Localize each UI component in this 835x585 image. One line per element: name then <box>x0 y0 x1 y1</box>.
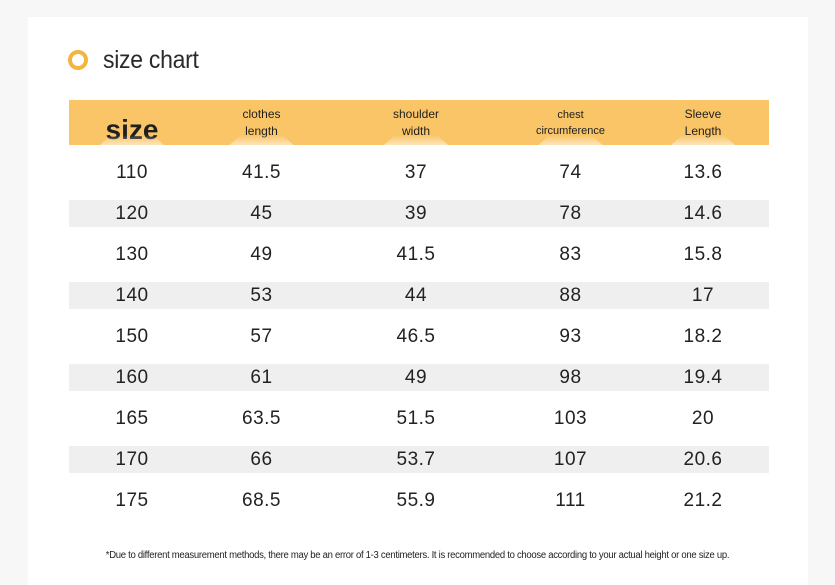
page-title: size chart <box>103 45 199 74</box>
header-clothes-length: clothes length <box>195 100 328 145</box>
cell-size: 110 <box>116 161 148 183</box>
cell-chest: 111 <box>555 489 586 511</box>
cell-sleeve-length: 19.4 <box>683 366 723 388</box>
cell-clothes-length: 61 <box>250 366 273 388</box>
header-chest-circumference: chest circumference <box>504 100 637 145</box>
cell-shoulder-width: 51.5 <box>396 407 436 429</box>
header-shoulder-width: shoulder width <box>328 100 504 145</box>
cell-sleeve-length: 18.2 <box>683 325 723 347</box>
header-sleeve-line2: Length <box>684 123 722 138</box>
table-row: 140 53 44 88 17 <box>69 282 769 309</box>
cell-clothes-length: 49 <box>250 243 273 265</box>
cell-size: 140 <box>115 284 149 306</box>
cell-clothes-length: 53 <box>250 284 273 306</box>
cell-clothes-length: 45 <box>250 202 273 224</box>
cell-size: 170 <box>115 448 149 470</box>
cell-clothes-length: 68.5 <box>242 489 281 511</box>
cell-size: 165 <box>115 407 149 429</box>
ring-bullet-icon <box>68 50 88 70</box>
cell-sleeve-length: 20.6 <box>683 448 723 470</box>
table-row: 160 61 49 98 19.4 <box>69 364 769 391</box>
cell-shoulder-width: 53.7 <box>396 448 436 470</box>
cell-chest: 98 <box>559 366 582 388</box>
table-row: 175 68.5 55.9 111 21.2 <box>69 480 769 521</box>
cell-shoulder-width: 37 <box>404 161 428 183</box>
header-chest-line2: circumference <box>535 124 606 137</box>
cell-clothes-length: 63.5 <box>242 407 281 429</box>
cell-size: 175 <box>115 489 149 511</box>
cell-chest: 74 <box>559 161 582 183</box>
cell-chest: 103 <box>553 407 588 429</box>
cell-clothes-length: 66 <box>250 448 273 470</box>
table-header: size clothes length shoulder width chest… <box>69 100 769 145</box>
table-row: 120 45 39 78 14.6 <box>69 200 769 227</box>
header-sleeve-length: Sleeve Length <box>637 100 769 145</box>
table-row: 150 57 46.5 93 18.2 <box>69 316 769 357</box>
cell-sleeve-length: 15.8 <box>683 243 723 265</box>
cell-sleeve-length: 14.6 <box>683 202 723 224</box>
cell-sleeve-length: 13.6 <box>683 161 723 183</box>
cell-size: 130 <box>115 243 149 265</box>
cell-shoulder-width: 39 <box>404 202 428 224</box>
table-row: 110 41.5 37 74 13.6 <box>69 152 769 193</box>
footnote: *Due to different measurement methods, t… <box>105 550 730 561</box>
table-row: 170 66 53.7 107 20.6 <box>69 446 769 473</box>
cell-sleeve-length: 17 <box>691 284 715 306</box>
title-row: size chart <box>68 44 207 76</box>
cell-sleeve-length: 21.2 <box>683 489 723 511</box>
header-clothes-length-line2: length <box>245 123 278 138</box>
header-size-label: size <box>105 114 159 145</box>
header-shoulder-width-line2: width <box>401 123 430 138</box>
header-chest-line1: chest <box>557 108 584 121</box>
table-row: 165 63.5 51.5 103 20 <box>69 398 769 439</box>
cell-chest: 83 <box>559 243 582 265</box>
table-row: 130 49 41.5 83 15.8 <box>69 234 769 275</box>
cell-shoulder-width: 49 <box>404 366 428 388</box>
cell-shoulder-width: 46.5 <box>396 325 436 347</box>
cell-clothes-length: 57 <box>250 325 273 347</box>
size-table: size clothes length shoulder width chest… <box>69 100 769 521</box>
cell-chest: 78 <box>559 202 582 224</box>
cell-chest: 107 <box>553 448 588 470</box>
cell-size: 160 <box>115 366 149 388</box>
cell-chest: 93 <box>559 325 582 347</box>
cell-size: 150 <box>115 325 149 347</box>
cell-shoulder-width: 44 <box>404 284 428 306</box>
cell-shoulder-width: 41.5 <box>396 243 436 265</box>
cell-size: 120 <box>115 202 149 224</box>
cell-clothes-length: 41.5 <box>242 161 281 183</box>
header-size: size <box>69 100 195 145</box>
header-sleeve-line1: Sleeve <box>684 106 722 121</box>
header-clothes-length-line1: clothes <box>242 106 281 121</box>
table-body: 110 41.5 37 74 13.6 120 45 39 78 14.6 13… <box>69 152 769 521</box>
cell-chest: 88 <box>559 284 582 306</box>
header-shoulder-width-line1: shoulder <box>392 106 440 121</box>
size-chart-card: size chart size clothes length shoulder … <box>28 17 808 585</box>
cell-shoulder-width: 55.9 <box>396 489 436 511</box>
cell-sleeve-length: 20 <box>691 407 715 429</box>
